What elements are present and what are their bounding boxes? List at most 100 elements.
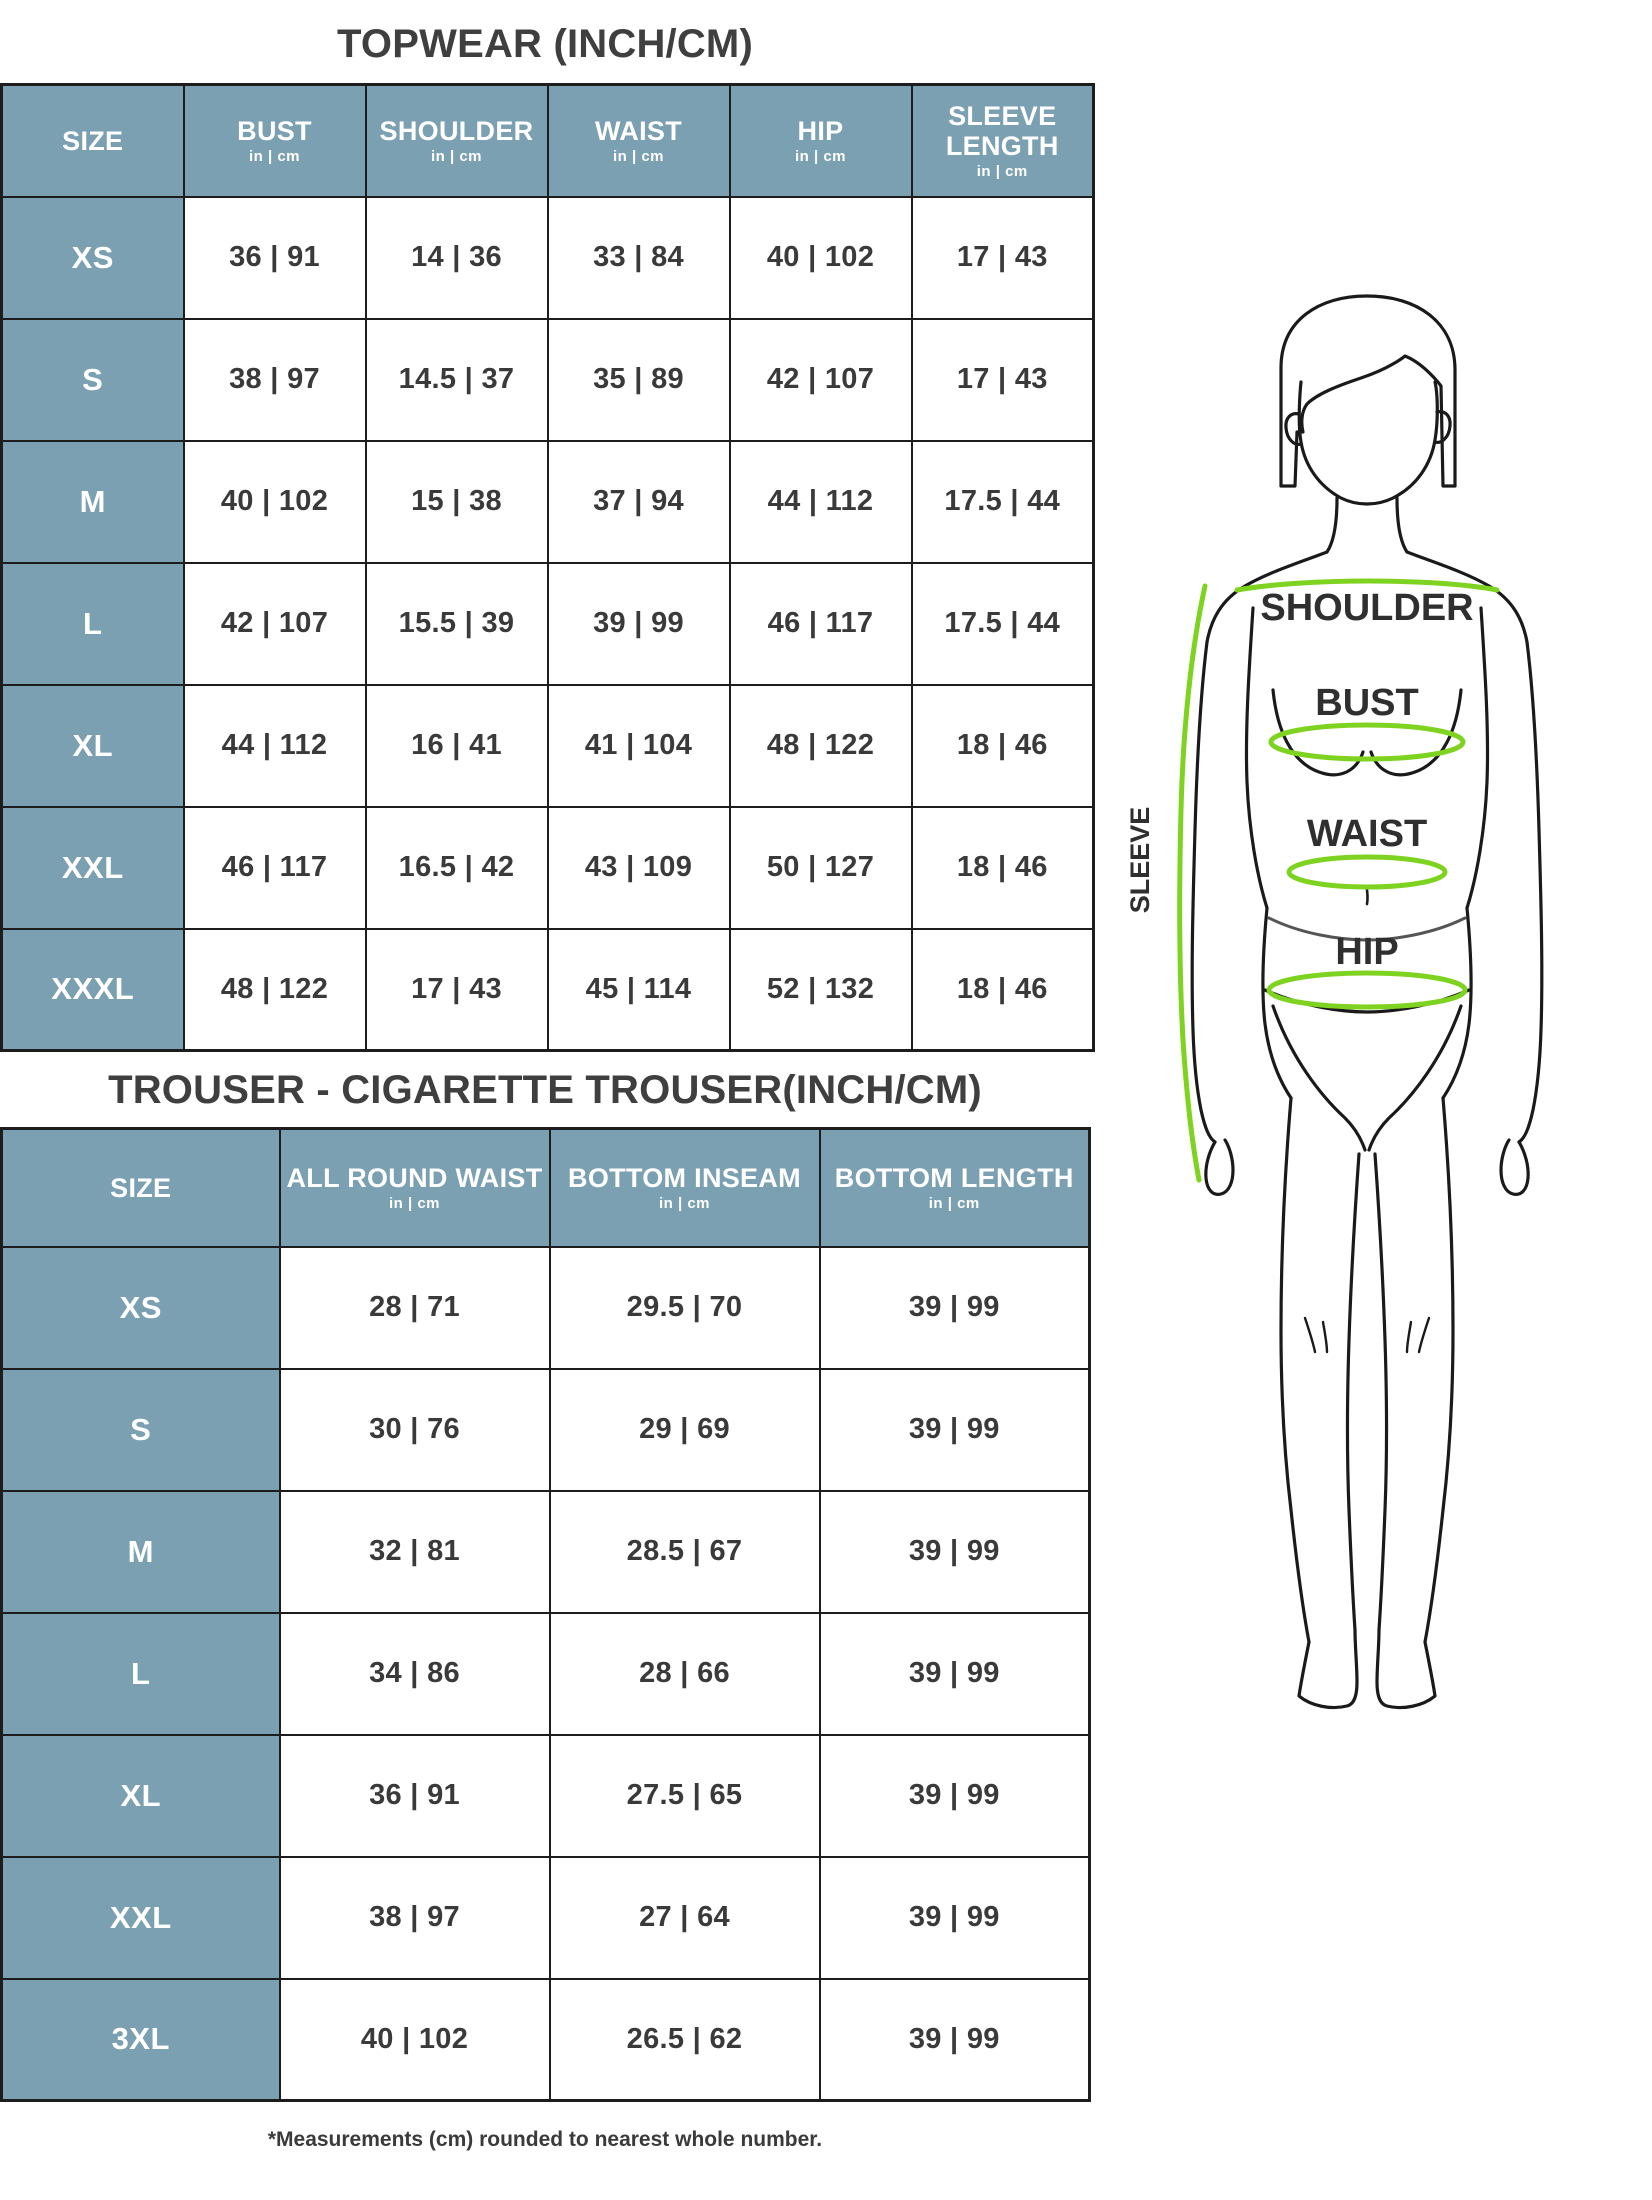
topwear-col-bust-label: BUST bbox=[237, 115, 312, 146]
topwear-col-bust: BUST in | cm bbox=[182, 83, 367, 198]
trouser-size: M bbox=[0, 1489, 281, 1614]
table-row: 3XL 40 | 102 26.5 | 62 39 | 99 bbox=[0, 1977, 1091, 2102]
trouser-bottom-length: 39 | 99 bbox=[818, 1855, 1091, 1980]
sleeve-guide-line bbox=[1177, 583, 1208, 1183]
topwear-hip: 44 | 112 bbox=[728, 439, 913, 564]
topwear-col-size-label: SIZE bbox=[62, 125, 124, 156]
topwear-hip: 40 | 102 bbox=[728, 195, 913, 320]
trouser-size: XS bbox=[0, 1245, 281, 1370]
topwear-bust: 40 | 102 bbox=[182, 439, 367, 564]
topwear-col-hip-units: in | cm bbox=[794, 147, 847, 165]
topwear-col-size: SIZE bbox=[0, 83, 185, 198]
tables-column: TOPWEAR (INCH/CM) SIZE BUST in | cm SHOU… bbox=[0, 22, 1095, 2151]
sleeve-label: SLEEVE bbox=[1125, 807, 1155, 914]
trouser-all-round-waist: 28 | 71 bbox=[278, 1245, 551, 1370]
topwear-hip: 46 | 117 bbox=[728, 561, 913, 686]
topwear-hip: 48 | 122 bbox=[728, 683, 913, 808]
table-row: S 38 | 97 14.5 | 37 35 | 89 42 | 107 17 … bbox=[0, 317, 1095, 442]
table-row: M 40 | 102 15 | 38 37 | 94 44 | 112 17.5… bbox=[0, 439, 1095, 564]
trouser-size: S bbox=[0, 1367, 281, 1492]
topwear-size: XS bbox=[0, 195, 185, 320]
topwear-title: TOPWEAR (INCH/CM) bbox=[337, 22, 753, 66]
topwear-col-waist-label: WAIST bbox=[595, 115, 682, 146]
table-row: XL 44 | 112 16 | 41 41 | 104 48 | 122 18… bbox=[0, 683, 1095, 808]
trouser-bottom-inseam: 26.5 | 62 bbox=[548, 1977, 821, 2102]
trouser-col-size-label: SIZE bbox=[110, 1172, 172, 1203]
table-row: M 32 | 81 28.5 | 67 39 | 99 bbox=[0, 1489, 1091, 1614]
topwear-col-shoulder: SHOULDER in | cm bbox=[364, 83, 549, 198]
topwear-shoulder: 15.5 | 39 bbox=[364, 561, 549, 686]
hip-label: HIP bbox=[1335, 931, 1398, 973]
hip-guide-ellipse bbox=[1266, 970, 1468, 1010]
topwear-hip: 42 | 107 bbox=[728, 317, 913, 442]
topwear-waist: 35 | 89 bbox=[546, 317, 731, 442]
trouser-all-round-waist: 30 | 76 bbox=[278, 1367, 551, 1492]
topwear-col-sleeve-length-units: in | cm bbox=[976, 163, 1028, 181]
trouser-title: TROUSER - CIGARETTE TROUSER(INCH/CM) bbox=[108, 1068, 982, 1112]
topwear-sleeve: 17.5 | 44 bbox=[910, 561, 1095, 686]
measurement-guides bbox=[1177, 578, 1500, 1183]
trouser-bottom-inseam: 28.5 | 67 bbox=[548, 1489, 821, 1614]
topwear-sleeve: 17 | 43 bbox=[910, 195, 1095, 320]
topwear-shoulder: 17 | 43 bbox=[364, 927, 549, 1052]
waist-label: WAIST bbox=[1307, 813, 1427, 855]
topwear-waist: 37 | 94 bbox=[546, 439, 731, 564]
topwear-hip: 50 | 127 bbox=[728, 805, 913, 930]
trouser-col-bottom-inseam-units: in | cm bbox=[658, 1194, 711, 1212]
trouser-bottom-length: 39 | 99 bbox=[818, 1245, 1091, 1370]
topwear-bust: 46 | 117 bbox=[182, 805, 367, 930]
trouser-col-all-round-waist-units: in | cm bbox=[388, 1194, 441, 1212]
trouser-all-round-waist: 32 | 81 bbox=[278, 1489, 551, 1614]
topwear-col-waist: WAIST in | cm bbox=[546, 83, 731, 198]
topwear-bust: 48 | 122 bbox=[182, 927, 367, 1052]
topwear-shoulder: 16.5 | 42 bbox=[364, 805, 549, 930]
trouser-col-bottom-length: BOTTOM LENGTH in | cm bbox=[818, 1127, 1091, 1248]
trouser-bottom-inseam: 27.5 | 65 bbox=[548, 1733, 821, 1858]
trouser-col-size: SIZE bbox=[0, 1127, 281, 1248]
topwear-waist: 39 | 99 bbox=[546, 561, 731, 686]
trouser-all-round-waist: 40 | 102 bbox=[278, 1977, 551, 2102]
shoulder-label: SHOULDER bbox=[1260, 587, 1473, 629]
trouser-bottom-length: 39 | 99 bbox=[818, 1977, 1091, 2102]
trouser-header-row: SIZE ALL ROUND WAIST in | cm BOTTOM INSE… bbox=[0, 1127, 1091, 1248]
topwear-size: S bbox=[0, 317, 185, 442]
trouser-size: XL bbox=[0, 1733, 281, 1858]
trouser-all-round-waist: 34 | 86 bbox=[278, 1611, 551, 1736]
trouser-col-bottom-length-label: BOTTOM LENGTH bbox=[834, 1162, 1074, 1193]
table-row: S 30 | 76 29 | 69 39 | 99 bbox=[0, 1367, 1091, 1492]
topwear-shoulder: 15 | 38 bbox=[364, 439, 549, 564]
trouser-size: L bbox=[0, 1611, 281, 1736]
trouser-size: XXL bbox=[0, 1855, 281, 1980]
topwear-size: XXXL bbox=[0, 927, 185, 1052]
trouser-all-round-waist: 36 | 91 bbox=[278, 1733, 551, 1858]
topwear-sleeve: 18 | 46 bbox=[910, 927, 1095, 1052]
topwear-col-sleeve-length-label: SLEEVE LENGTH bbox=[945, 100, 1059, 161]
topwear-col-hip-label: HIP bbox=[797, 115, 844, 146]
table-row: XXL 38 | 97 27 | 64 39 | 99 bbox=[0, 1855, 1091, 1980]
topwear-bust: 36 | 91 bbox=[182, 195, 367, 320]
topwear-size: XXL bbox=[0, 805, 185, 930]
topwear-shoulder: 16 | 41 bbox=[364, 683, 549, 808]
trouser-col-bottom-inseam-label: BOTTOM INSEAM bbox=[568, 1162, 801, 1193]
trouser-size: 3XL bbox=[0, 1977, 281, 2102]
topwear-bust: 38 | 97 bbox=[182, 317, 367, 442]
topwear-waist: 45 | 114 bbox=[546, 927, 731, 1052]
topwear-sleeve: 18 | 46 bbox=[910, 683, 1095, 808]
trouser-bottom-length: 39 | 99 bbox=[818, 1367, 1091, 1492]
topwear-col-hip: HIP in | cm bbox=[728, 83, 913, 198]
topwear-col-shoulder-units: in | cm bbox=[430, 147, 483, 165]
topwear-col-sleeve-length: SLEEVE LENGTH in | cm bbox=[910, 83, 1095, 198]
trouser-all-round-waist: 38 | 97 bbox=[278, 1855, 551, 1980]
topwear-header-row: SIZE BUST in | cm SHOULDER in | cm WAIST… bbox=[0, 83, 1095, 198]
table-row: L 34 | 86 28 | 66 39 | 99 bbox=[0, 1611, 1091, 1736]
topwear-col-shoulder-label: SHOULDER bbox=[379, 115, 534, 146]
topwear-hip: 52 | 132 bbox=[728, 927, 913, 1052]
trouser-bottom-inseam: 29.5 | 70 bbox=[548, 1245, 821, 1370]
trouser-bottom-inseam: 29 | 69 bbox=[548, 1367, 821, 1492]
trouser-bottom-length: 39 | 99 bbox=[818, 1489, 1091, 1614]
topwear-size-table: SIZE BUST in | cm SHOULDER in | cm WAIST… bbox=[0, 83, 1095, 1052]
topwear-waist: 33 | 84 bbox=[546, 195, 731, 320]
body-outline bbox=[1190, 294, 1544, 1710]
topwear-col-waist-units: in | cm bbox=[612, 147, 665, 165]
